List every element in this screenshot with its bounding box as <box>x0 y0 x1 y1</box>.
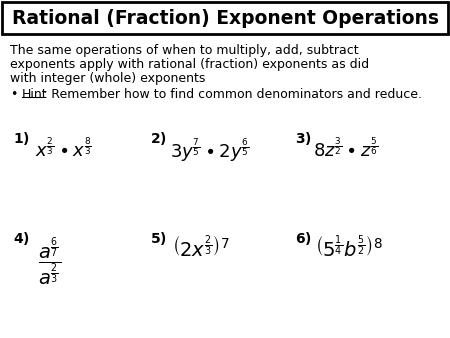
Text: $\dfrac{a^{\frac{6}{7}}}{a^{\frac{2}{3}}}$: $\dfrac{a^{\frac{6}{7}}}{a^{\frac{2}{3}}… <box>38 235 61 288</box>
Text: : Remember how to find common denominators and reduce.: : Remember how to find common denominato… <box>43 88 422 101</box>
Text: $\mathbf{1)}$: $\mathbf{1)}$ <box>13 130 30 147</box>
Text: $8z^{\frac{3}{2}} \bullet z^{\frac{5}{6}}$: $8z^{\frac{3}{2}} \bullet z^{\frac{5}{6}… <box>313 136 378 160</box>
Text: $3y^{\frac{7}{5}} \bullet 2y^{\frac{6}{5}}$: $3y^{\frac{7}{5}} \bullet 2y^{\frac{6}{5… <box>170 136 249 164</box>
Text: The same operations of when to multiply, add, subtract: The same operations of when to multiply,… <box>10 44 359 57</box>
Text: $\mathbf{5)}$: $\mathbf{5)}$ <box>150 230 167 247</box>
Text: $x^{\frac{2}{3}} \bullet x^{\frac{8}{3}}$: $x^{\frac{2}{3}} \bullet x^{\frac{8}{3}}… <box>35 136 92 160</box>
Text: $\mathbf{4)}$: $\mathbf{4)}$ <box>13 230 30 247</box>
Text: $\mathbf{3)}$: $\mathbf{3)}$ <box>295 130 312 147</box>
Text: $\left(5^{\frac{1}{4}}b^{\frac{5}{2}}\right)^{8}$: $\left(5^{\frac{1}{4}}b^{\frac{5}{2}}\ri… <box>315 235 382 261</box>
Text: $\mathbf{6)}$: $\mathbf{6)}$ <box>295 230 312 247</box>
Text: Hint: Hint <box>22 88 48 101</box>
Text: •: • <box>10 88 18 101</box>
Text: $\left(2x^{\frac{2}{3}}\right)^{7}$: $\left(2x^{\frac{2}{3}}\right)^{7}$ <box>172 235 230 261</box>
Text: with integer (whole) exponents: with integer (whole) exponents <box>10 72 205 85</box>
Text: Rational (Fraction) Exponent Operations: Rational (Fraction) Exponent Operations <box>12 8 438 27</box>
FancyBboxPatch shape <box>2 2 448 34</box>
Text: exponents apply with rational (fraction) exponents as did: exponents apply with rational (fraction)… <box>10 58 369 71</box>
Text: $\mathbf{2)}$: $\mathbf{2)}$ <box>150 130 167 147</box>
